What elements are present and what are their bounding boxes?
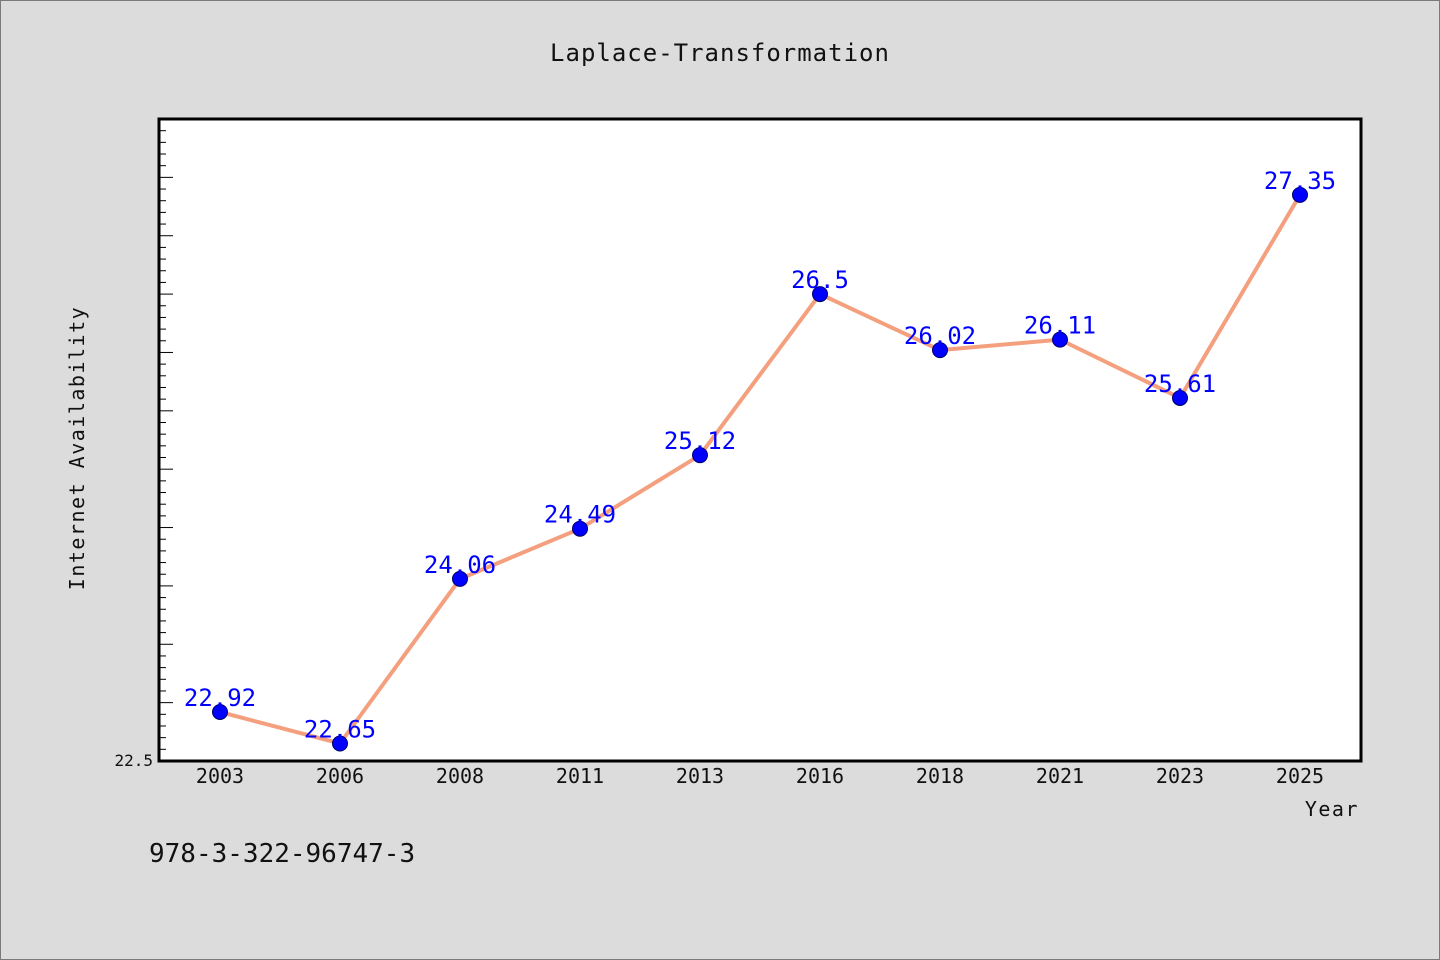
- x-tick-label: 2021: [1036, 764, 1084, 788]
- x-tick-label: 2025: [1276, 764, 1324, 788]
- data-label: 22.92: [184, 684, 256, 712]
- plot-area: [157, 117, 1363, 763]
- series-line: [219, 193, 1302, 746]
- data-point: [212, 703, 228, 720]
- isbn-footer: 978-3-322-96747-3: [149, 839, 415, 869]
- data-label: 24.49: [544, 501, 616, 529]
- x-tick-label: 2011: [556, 764, 604, 788]
- y-tick-label: 22.5: [114, 751, 153, 770]
- y-axis: 22.5: [114, 130, 173, 770]
- data-label: 25.12: [664, 427, 736, 455]
- data-label: 26.02: [904, 322, 976, 350]
- data-point: [572, 520, 588, 537]
- data-point: [932, 342, 948, 359]
- x-tick-label: 2006: [316, 764, 364, 788]
- x-tick-label: 2003: [196, 764, 244, 788]
- data-point: [1052, 331, 1068, 348]
- x-tick-label: 2008: [436, 764, 484, 788]
- data-label: 25.61: [1144, 370, 1216, 398]
- data-point: [452, 570, 468, 587]
- data-point: [1172, 389, 1188, 406]
- x-axis-label: Year: [1305, 797, 1359, 821]
- data-label: 24.06: [424, 551, 496, 579]
- x-tick-label: 2023: [1156, 764, 1204, 788]
- data-label: 26.5: [791, 266, 849, 294]
- chart-title: Laplace-Transformation: [550, 39, 890, 67]
- data-point: [332, 735, 348, 752]
- x-tick-label: 2013: [676, 764, 724, 788]
- x-tick-label: 2016: [796, 764, 844, 788]
- x-tick-label: 2018: [916, 764, 964, 788]
- data-point: [1292, 186, 1308, 203]
- data-point: [812, 286, 828, 303]
- data-point: [692, 447, 708, 464]
- data-label: 22.65: [304, 715, 376, 743]
- x-axis: 2003 2006 2008 2011 2013 2016 2018 2021 2023 2025: [196, 764, 1324, 788]
- y-axis-label: Internet Availability: [65, 306, 89, 590]
- series: 22.92 22.65 24.06 24.49 25.12 26.5 26.02 26.11 2…: [184, 167, 1336, 752]
- data-label: 27.35: [1264, 167, 1336, 195]
- data-label: 26.11: [1024, 312, 1096, 340]
